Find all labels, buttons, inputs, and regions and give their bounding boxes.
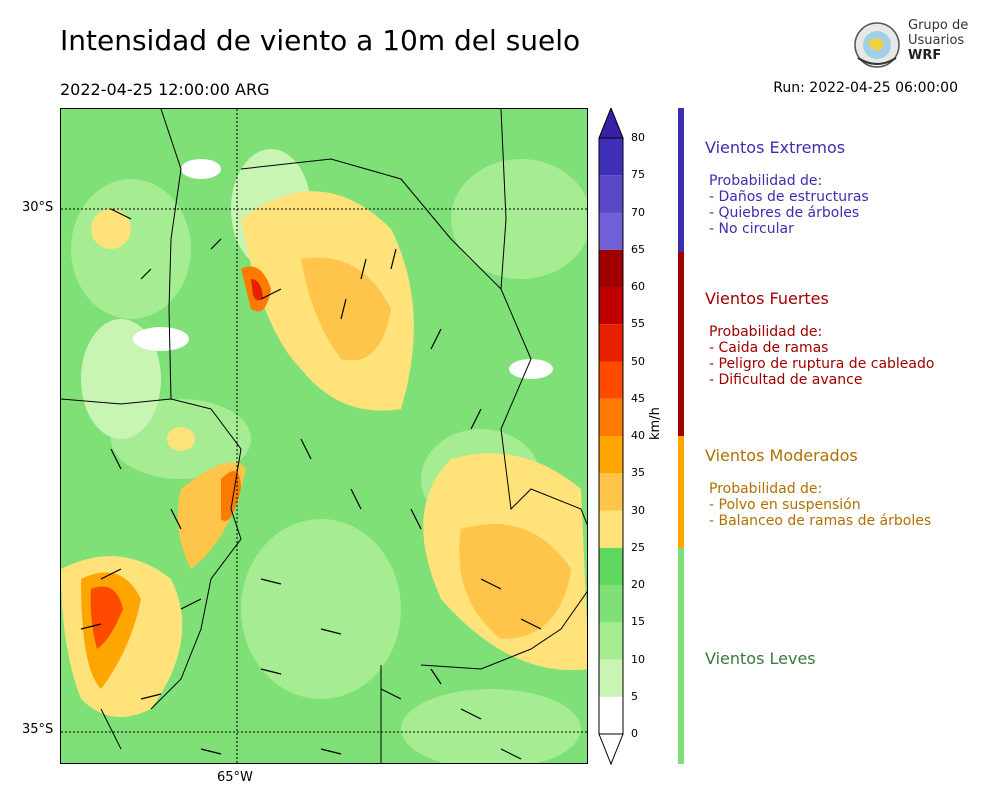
category-moderate-desc: Probabilidad de: - Polvo en suspensión -…: [705, 481, 931, 529]
colorbar-tick-label: 10: [631, 652, 645, 666]
category-strong-desc: Probabilidad de: - Caida de ramas - Peli…: [705, 324, 934, 388]
category-moderate: Vientos Moderados Probabilidad de: - Pol…: [705, 446, 931, 529]
colorbar-frame: [598, 137, 624, 735]
colorbar-segment: [599, 547, 623, 585]
wind-field: [61, 109, 587, 763]
colorbar-min-extend: [598, 733, 624, 766]
desc-line: - Peligro de ruptura de cableado: [709, 356, 935, 372]
colorbar-tick-label: 40: [631, 429, 645, 442]
colorbar-tick-label: 5: [631, 689, 638, 703]
desc-line: - No circular: [709, 221, 794, 237]
wind-map: [60, 108, 588, 764]
moderate-areas: [61, 191, 587, 717]
colorbar-segment: [599, 138, 623, 176]
colorbar-max-extend: [598, 108, 624, 139]
colorbar-segment: [599, 249, 623, 287]
map-title: Intensidad de viento a 10m del suelo: [60, 24, 581, 57]
colorbar-segment: [599, 473, 623, 511]
colorbar-tick-label: 30: [631, 503, 645, 517]
run-datetime: Run: 2022-04-25 06:00:00: [773, 80, 958, 96]
category-extreme-desc: Probabilidad de: - Daños de estructuras …: [705, 173, 869, 237]
category-strong: Vientos Fuertes Probabilidad de: - Caida…: [705, 289, 934, 388]
colorbar-tick-label: 80: [631, 131, 645, 144]
lat-label-35s: 35°S: [22, 722, 54, 737]
colorbar-tick-label: 55: [631, 317, 645, 331]
colorbar-segment: [599, 175, 623, 213]
desc-line: - Balanceo de ramas de árboles: [709, 513, 932, 529]
colorbar-segment: [599, 398, 623, 436]
desc-line: Probabilidad de:: [709, 173, 823, 189]
desc-line: Probabilidad de:: [709, 324, 823, 340]
gridlines: [61, 109, 587, 763]
desc-line: - Quiebres de árboles: [709, 205, 860, 221]
logo-line-1: Grupo de: [908, 18, 969, 33]
band-strong: [678, 252, 684, 436]
colorbar-segment: [599, 585, 623, 623]
colorbar-segment: [599, 287, 623, 325]
colorbar-tick-label: 60: [631, 280, 645, 293]
category-strong-title: Vientos Fuertes: [705, 289, 829, 308]
colorbar-tick-label: 15: [631, 615, 645, 629]
lon-label-65w: 65°W: [217, 770, 253, 785]
colorbar-segment: [599, 212, 623, 250]
band-light: [678, 548, 684, 764]
colorbar-segment: [599, 510, 623, 548]
colorbar-unit: km/h: [648, 407, 663, 440]
colorbar-tick-label: 0: [631, 727, 638, 740]
category-extreme: Vientos Extremos Probabilidad de: - Daño…: [705, 138, 869, 237]
desc-line: - Polvo en suspensión: [709, 497, 861, 513]
logo-line-2: Usuarios: [908, 33, 965, 48]
colorbar-tick-label: 70: [631, 205, 645, 219]
band-extreme: [678, 108, 684, 252]
colorbar-tick-label: 35: [631, 466, 645, 480]
colorbar-segment: [599, 324, 623, 362]
colorbar: [598, 108, 624, 766]
desc-line: - Daños de estructuras: [709, 189, 869, 205]
logo-line-3: WRF: [908, 48, 942, 63]
colorbar-segment: [599, 361, 623, 399]
colorbar-segment: [599, 622, 623, 660]
valid-datetime: 2022-04-25 12:00:00 ARG: [60, 80, 270, 99]
band-moderate: [678, 436, 684, 548]
desc-line: - Caida de ramas: [709, 340, 829, 356]
desc-line: Probabilidad de:: [709, 481, 823, 497]
category-moderate-title: Vientos Moderados: [705, 446, 858, 465]
category-light-title: Vientos Leves: [705, 649, 816, 668]
lat-label-30s: 30°S: [22, 200, 54, 215]
globe-icon: [854, 22, 900, 68]
colorbar-tick-label: 45: [631, 391, 645, 405]
colorbar-segment: [599, 436, 623, 474]
colorbar-tick-label: 50: [631, 354, 645, 368]
category-light: Vientos Leves: [705, 649, 816, 668]
borders: [61, 109, 587, 763]
colorbar-segment: [599, 696, 623, 734]
colorbar-tick-label: 65: [631, 242, 645, 256]
logo-text: Grupo de Usuarios WRF: [908, 18, 968, 63]
colorbar-tick-label: 20: [631, 578, 645, 591]
wind-arrows: [80, 208, 542, 760]
colorbar-tick-label: 75: [631, 168, 645, 182]
desc-line: - Dificultad de avance: [709, 372, 863, 388]
colorbar-segment: [599, 659, 623, 697]
category-extreme-title: Vientos Extremos: [705, 138, 846, 157]
colorbar-tick-label: 25: [631, 540, 645, 554]
wrf-logo: Grupo de Usuarios WRF: [850, 18, 970, 72]
